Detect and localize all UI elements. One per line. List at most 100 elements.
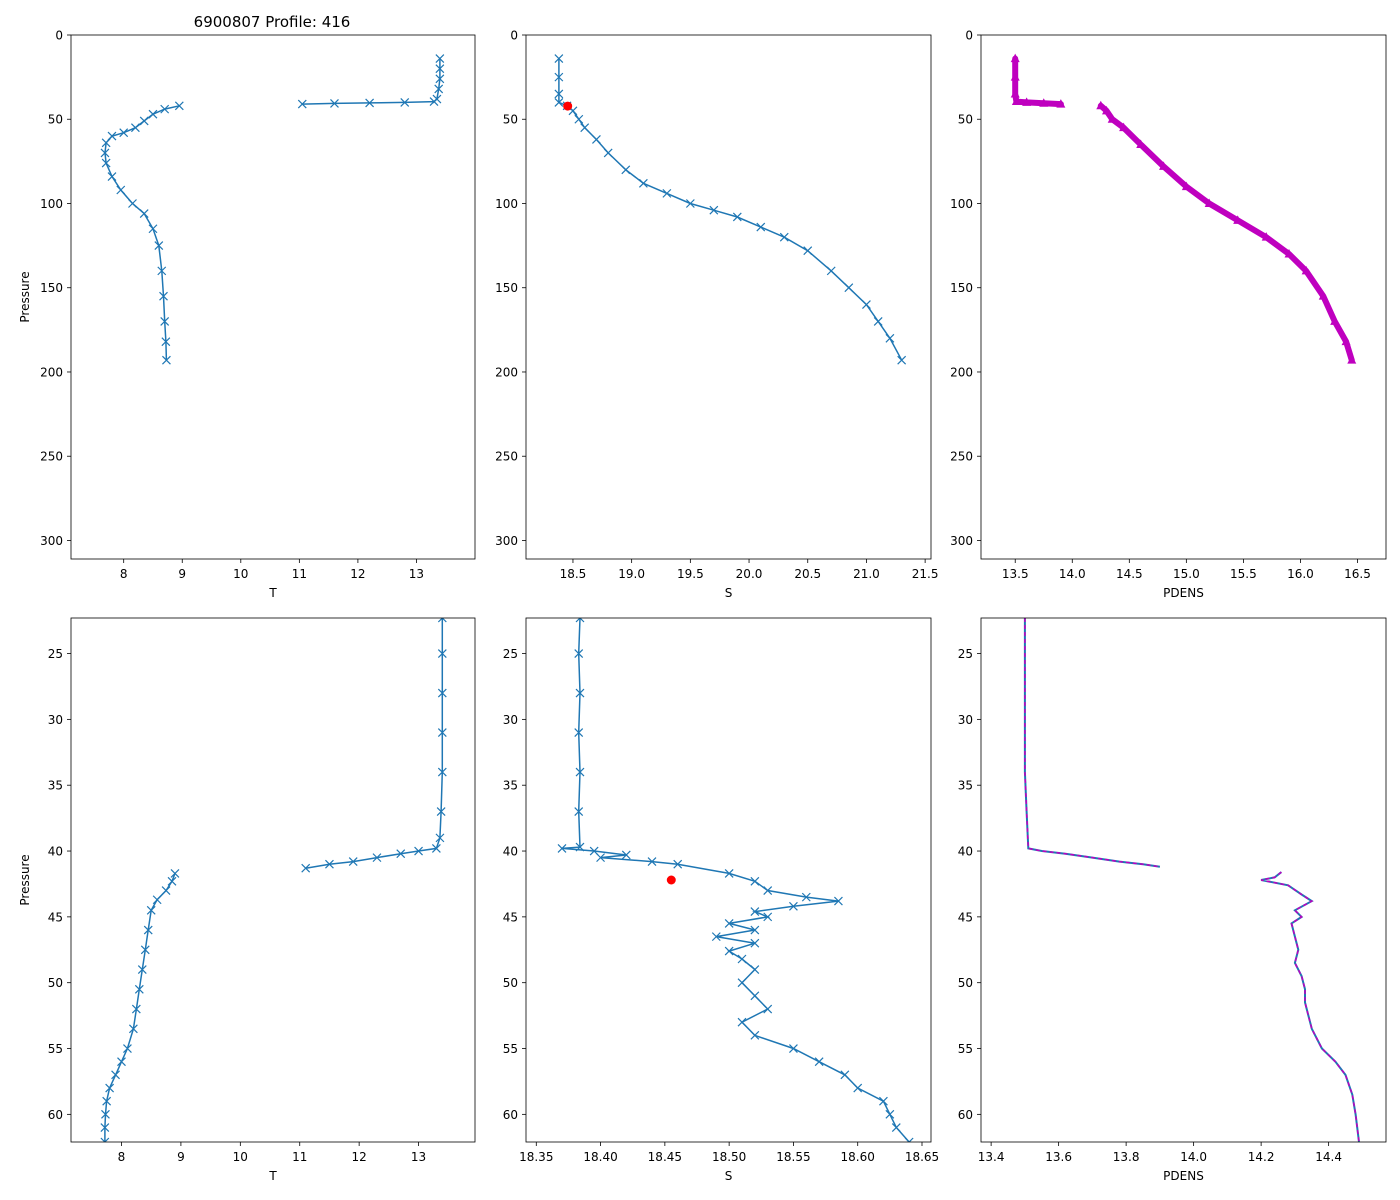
data-point [301,863,311,873]
data-point [750,938,760,948]
data-point [140,945,150,955]
data-point [685,199,695,208]
y-tick-label: 0 [965,29,973,43]
data-point [763,912,773,922]
data-point [814,1057,824,1067]
x-tick-label: 14.0 [1059,567,1086,581]
y-tick-label: 30 [503,713,518,727]
data-point [107,172,117,181]
x-tick-label: 14.5 [1116,567,1143,581]
data-point [148,224,158,234]
data-point [763,886,773,895]
data-point [101,1109,110,1119]
x-tick-label: 13 [411,1150,426,1164]
plot-area [557,618,914,1142]
data-point [146,905,156,915]
data-point [1010,88,1020,98]
x-tick-label: 21.0 [853,567,880,581]
data-point [131,1004,141,1014]
data-point [100,1123,110,1132]
data-point [400,97,410,107]
data-point [105,1083,115,1093]
x-tick-label: 13 [409,567,424,581]
data-point [1318,291,1328,300]
data-point [1347,355,1357,364]
data-point [101,158,111,168]
data-point [1011,96,1021,106]
data-point [709,205,719,215]
y-tick-label: 30 [48,713,63,727]
x-tick-label: 10 [233,1150,248,1164]
data-point [434,84,444,94]
data-point [750,876,760,886]
x-tick-label: 12 [350,567,365,581]
y-tick-label: 25 [958,647,973,661]
plot-area [554,54,907,365]
x-tick-label: 19.5 [677,567,704,581]
y-tick-label: 35 [48,779,63,793]
x-tick-label: 14.0 [1180,1150,1207,1164]
x-tick-label: 15.5 [1230,567,1257,581]
data-point [130,123,140,133]
x-tick-label: 16.0 [1287,567,1314,581]
data-point [161,337,171,347]
y-tick-label: 200 [40,365,63,379]
data-point [435,74,445,84]
data-point [1330,316,1340,325]
y-tick-label: 55 [48,1042,63,1056]
x-tick-label: 14.2 [1248,1150,1275,1164]
y-tick-label: 200 [950,365,973,379]
data-point [779,232,789,242]
y-tick-label: 0 [510,29,518,43]
data-point [574,807,584,816]
y-tick-label: 55 [958,1042,973,1056]
x-axis-label: PDENS [1163,1169,1204,1183]
data-point [763,1004,773,1014]
data-point [1119,122,1129,132]
y-axis-label: Pressure [18,854,32,905]
x-axis-label: PDENS [1163,586,1204,600]
data-point [554,72,564,82]
data-point [437,728,447,737]
data-point [801,892,811,902]
x-tick-label: 18.50 [712,1150,746,1164]
axes-frame [70,617,476,1143]
data-point [575,618,585,623]
data-point [621,165,631,175]
y-tick-label: 50 [48,976,63,990]
data-point [134,984,144,994]
plots: 8 9 10 11 12 13050100150200250300TPressure18.… [18,29,1387,1183]
y-tick-label: 200 [495,365,518,379]
data-point [603,148,613,158]
x-tick-label: 15.0 [1173,567,1200,581]
y-tick-label: 25 [503,647,518,661]
data-point [119,128,129,138]
panel-bottom-right: 13.4 13.6 13.8 14.0 14.2 14.4 25 30 35 40 45 50 55 60… [958,617,1387,1183]
x-tick-label: 11 [292,1150,307,1164]
data-point [724,946,734,956]
x-tick-label: 18.35 [519,1150,553,1164]
data-point [161,886,171,895]
data-point [1136,139,1146,149]
y-tick-label: 45 [503,910,518,924]
series-line-dashed [1260,871,1360,1142]
axes-frame [525,617,932,1143]
data-point [737,1017,747,1027]
data-point [437,767,447,777]
x-axis-label: S [725,586,733,600]
data-point [414,846,423,856]
data-point [737,954,747,964]
y-tick-label: 300 [950,534,973,548]
panel-top-left: 8 9 10 11 12 13 0 50 100 150 200 250 300 T Pressure [18,29,476,600]
data-point [429,97,439,106]
data-point [724,868,734,878]
data-point [554,89,564,99]
x-tick-label: 11 [292,567,307,581]
data-point [1284,249,1294,258]
y-tick-label: 60 [958,1108,973,1122]
data-point [662,188,672,198]
plot-area [1023,618,1360,1142]
panel-top-right: 13.5 14.0 14.5 15.0 15.5 16.0 16.5 0 50 100 150 200… [950,29,1387,600]
y-tick-label: 45 [958,910,973,924]
